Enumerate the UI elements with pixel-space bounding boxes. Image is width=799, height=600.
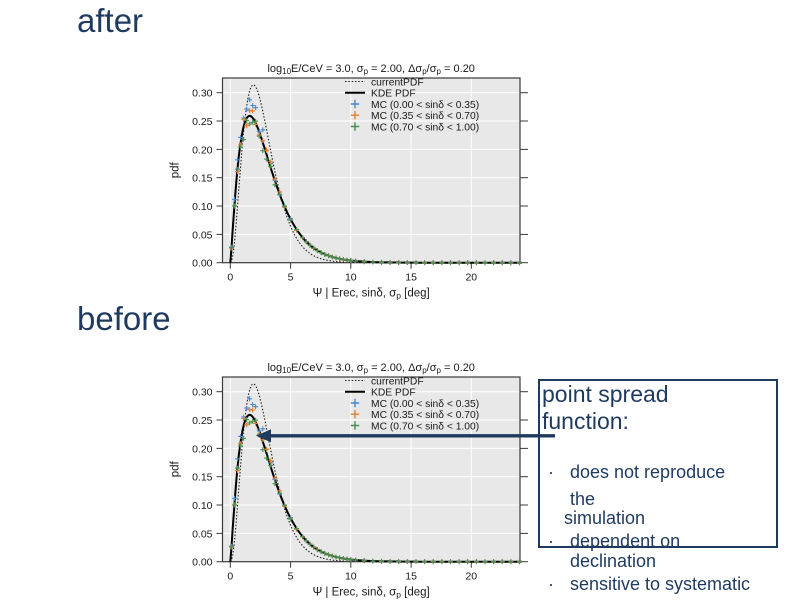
svg-text:MC (0.00 < sinδ < 0.35): MC (0.00 < sinδ < 0.35) [371,399,479,410]
svg-text:0.05: 0.05 [192,528,213,540]
svg-text:0.15: 0.15 [192,173,213,185]
svg-text:pdf: pdf [170,461,182,478]
svg-text:MC (0.70 < sinδ < 1.00): MC (0.70 < sinδ < 1.00) [371,123,479,134]
svg-text:0: 0 [227,571,233,583]
svg-text:0.25: 0.25 [192,415,213,427]
svg-text:KDE PDF: KDE PDF [371,89,416,100]
svg-text:Ψ | Erec, sinδ, σp [deg]: Ψ | Erec, sinδ, σp [deg] [313,288,430,301]
svg-text:0.10: 0.10 [192,500,213,512]
svg-text:0.20: 0.20 [192,144,213,156]
svg-text:log10E/CeV = 3.0, σp = 2.00, Δ: log10E/CeV = 3.0, σp = 2.00, Δσp/σp = 0.… [267,63,475,76]
svg-text:0: 0 [227,272,233,284]
svg-text:0.20: 0.20 [192,443,213,455]
svg-text:Ψ | Erec, sinδ, σp [deg]: Ψ | Erec, sinδ, σp [deg] [313,587,430,600]
svg-text:10: 10 [345,571,357,583]
svg-text:MC (0.70 < sinδ < 1.00): MC (0.70 < sinδ < 1.00) [371,422,479,433]
svg-text:log10E/CeV = 3.0, σp = 2.00, Δ: log10E/CeV = 3.0, σp = 2.00, Δσp/σp = 0.… [267,362,475,375]
svg-text:0.15: 0.15 [192,472,213,484]
svg-text:KDE PDF: KDE PDF [371,388,416,399]
svg-text:0.30: 0.30 [192,387,213,399]
svg-text:10: 10 [345,272,357,284]
svg-text:0.05: 0.05 [192,229,213,241]
svg-text:20: 20 [465,272,477,284]
svg-text:15: 15 [405,272,417,284]
svg-text:0.10: 0.10 [192,201,213,213]
svg-text:15: 15 [405,571,417,583]
svg-text:MC (0.35 < sinδ < 0.70): MC (0.35 < sinδ < 0.70) [371,111,479,122]
svg-text:0.00: 0.00 [192,557,213,569]
svg-text:20: 20 [465,571,477,583]
svg-text:0.00: 0.00 [192,258,213,270]
svg-text:5: 5 [288,571,294,583]
svg-text:pdf: pdf [170,162,182,179]
svg-text:5: 5 [288,272,294,284]
svg-text:0.25: 0.25 [192,116,213,128]
svg-text:MC (0.35 < sinδ < 0.70): MC (0.35 < sinδ < 0.70) [371,410,479,421]
svg-text:0.30: 0.30 [192,88,213,100]
svg-text:MC (0.00 < sinδ < 0.35): MC (0.00 < sinδ < 0.35) [371,100,479,111]
svg-text:currentPDF: currentPDF [371,78,424,89]
svg-text:currentPDF: currentPDF [371,377,424,388]
